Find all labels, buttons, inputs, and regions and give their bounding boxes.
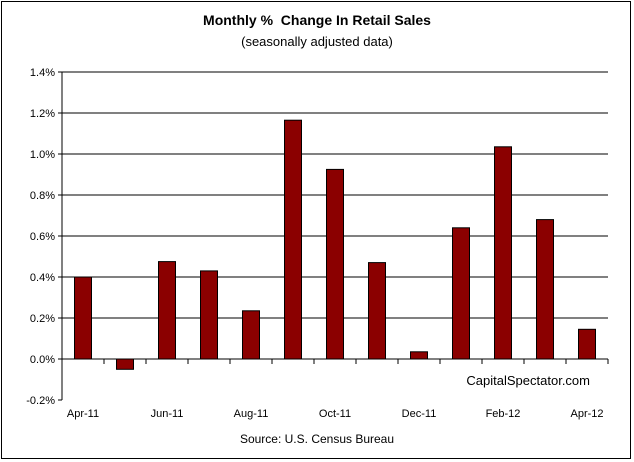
y-tick-label: 0.4% (30, 272, 55, 284)
x-tick-label: Dec-11 (402, 408, 437, 420)
source-note: Source: U.S. Census Bureau (239, 432, 395, 446)
bar-Jun-11 (158, 261, 176, 360)
x-tick-labels: Apr-11 Jun-11 Aug-11 Oct-11 Dec-11 Feb-12 Apr-… (67, 408, 604, 420)
bar-Apr-11 (74, 276, 92, 360)
bar-Apr-12 (578, 328, 596, 360)
bar-Jul-11 (200, 270, 218, 360)
watermark-text: CapitalSpectator.com (466, 373, 590, 388)
bar-Oct-11 (326, 168, 344, 360)
y-tick-label: 0.2% (30, 313, 55, 325)
y-tick-label: 0.0% (30, 354, 55, 366)
chart-title: Monthly % Change In Retail Sales (203, 12, 431, 28)
y-tick-labels: -0.2% 0.0% 0.2% 0.4% 0.6% 0.8% 1.0% 1.2% 1.4% (26, 67, 55, 407)
axes (58, 71, 609, 401)
x-tick-label: Oct-11 (319, 408, 351, 420)
y-tick-label: 0.8% (30, 190, 55, 202)
y-tick-label: 0.6% (30, 231, 55, 243)
y-tick-label: 1.2% (30, 108, 55, 120)
bar-May-11 (116, 358, 134, 370)
x-tick-label: Apr-11 (67, 408, 99, 420)
x-tick-label: Aug-11 (234, 408, 269, 420)
bar-Aug-11 (242, 310, 260, 360)
bars (74, 119, 596, 370)
bar-Dec-11 (410, 351, 428, 360)
x-tick-label: Jun-11 (151, 408, 184, 420)
x-tick-label: Apr-12 (570, 408, 603, 420)
y-tick-label: 1.4% (30, 67, 55, 79)
y-tick-label: 1.0% (30, 149, 55, 161)
bar-Jan-12 (452, 227, 470, 360)
bar-Mar-12 (536, 219, 554, 360)
y-tick-label: -0.2% (26, 395, 55, 407)
bar-Sep-11 (284, 119, 302, 360)
chart-subtitle: (seasonally adjusted data) (241, 34, 393, 49)
bar-Nov-11 (368, 262, 386, 360)
x-tick-label: Feb-12 (486, 408, 521, 420)
bar-Feb-12 (494, 146, 512, 360)
